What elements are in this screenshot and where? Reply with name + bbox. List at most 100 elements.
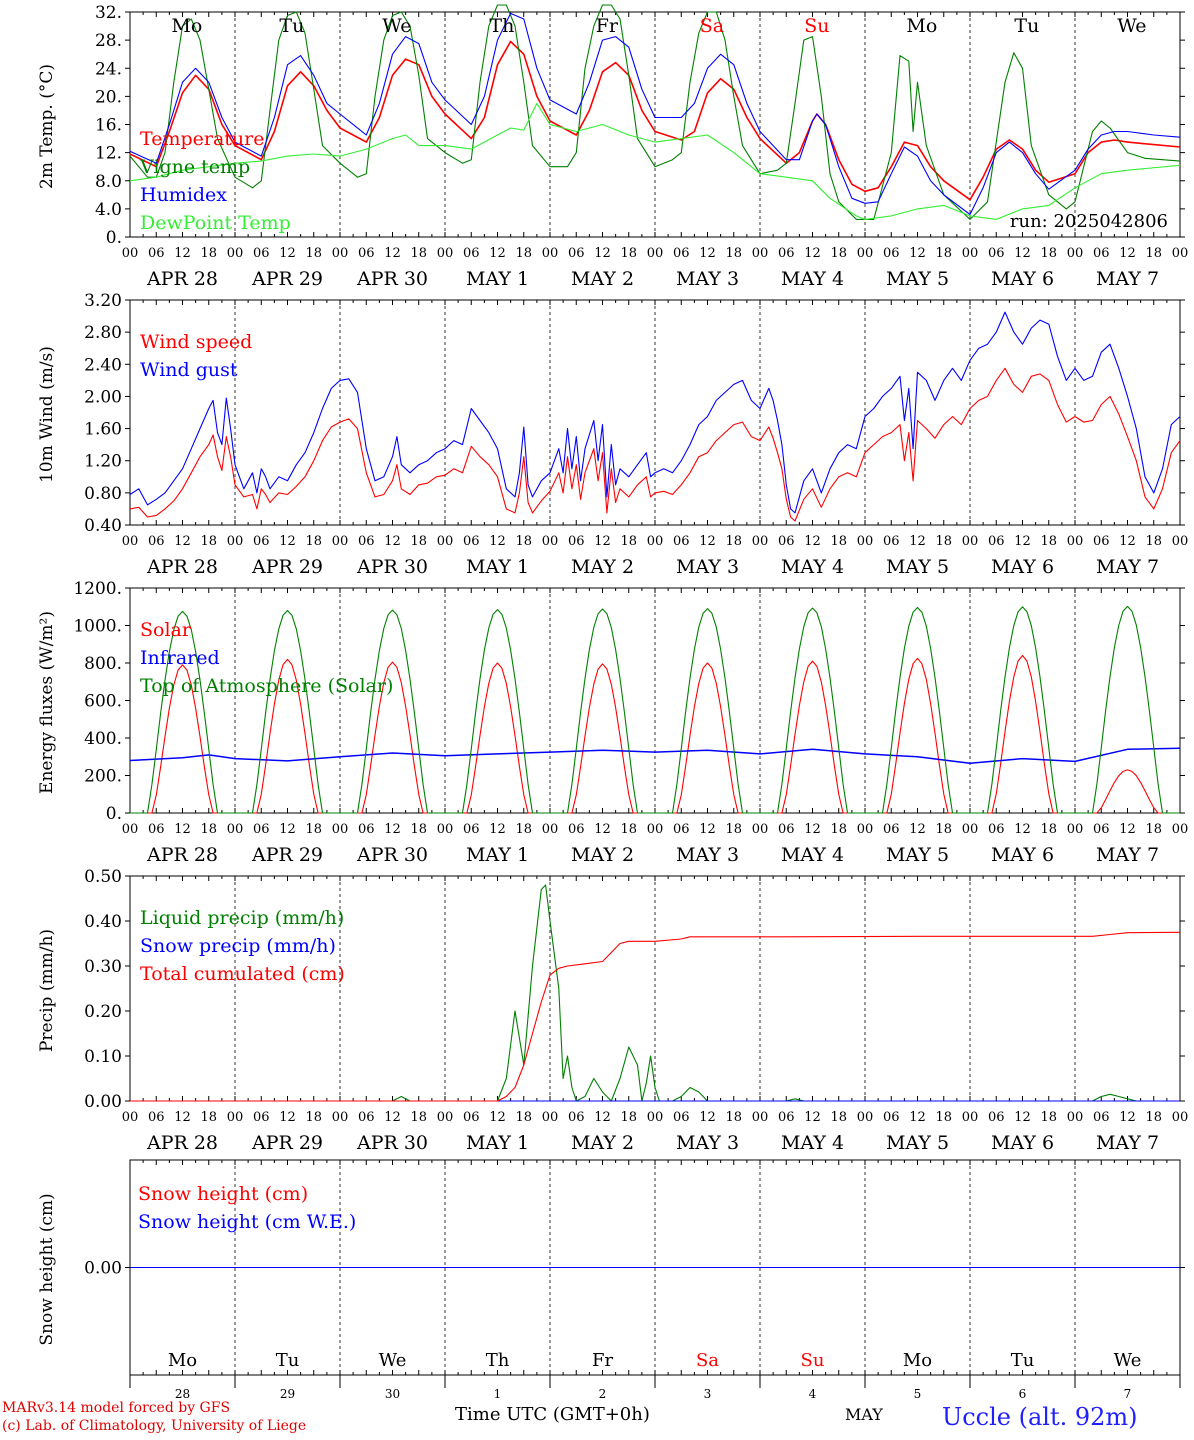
hour-label: 12 [699,246,716,261]
day-name: Tu [279,15,304,37]
hour-label: 00 [542,534,559,549]
hour-label: 12 [489,822,506,837]
y-tick-label: 28. [95,31,122,51]
hour-label: 18 [620,246,637,261]
run-label: run: 2025042806 [1010,211,1168,232]
date-label: APR 28 [146,1132,218,1154]
series-line-dewpoint-temp [129,102,1181,220]
date-label: MAY 1 [466,844,529,866]
hour-label: 12 [1014,822,1031,837]
y-axis-label: 2m Temp. (°C) [37,64,57,189]
bottom-day-name: Mo [168,1350,197,1371]
date-label: APR 30 [356,268,428,290]
hour-label: 12 [489,534,506,549]
date-label: MAY 4 [781,1132,844,1154]
hour-label: 12 [594,246,611,261]
hour-label: 00 [752,534,769,549]
y-tick-label: 0.00 [84,1092,122,1112]
hour-label: 00 [332,534,349,549]
hour-label: 18 [830,246,847,261]
date-label: APR 29 [251,556,323,578]
hour-label: 18 [410,534,427,549]
hour-label: 00 [962,1110,979,1125]
date-label: MAY 6 [991,844,1054,866]
hour-label: 18 [1040,534,1057,549]
hour-label: 06 [568,822,585,837]
panel-precip: 0.00 0.10 0.20 0.30 0.40 0.50 Precip (mm/h) 00 0… [37,867,1188,1154]
hour-label: 00 [752,822,769,837]
hour-label: 12 [1014,534,1031,549]
hour-label: 18 [935,534,952,549]
hour-label: 06 [148,1110,165,1125]
hour-label: 18 [515,246,532,261]
hour-label: 06 [883,1110,900,1125]
hour-label: 06 [568,1110,585,1125]
hour-label: 18 [620,822,637,837]
hour-label: 12 [174,246,191,261]
bottom-day-number: 29 [280,1387,295,1401]
hour-label: 18 [830,1110,847,1125]
y-tick-label: 1200. [73,579,122,599]
y-tick-label: 1.20 [84,452,122,472]
hour-label: 00 [437,822,454,837]
hour-label: 00 [542,822,559,837]
hour-label: 00 [1067,1110,1084,1125]
hour-label: 12 [1119,534,1136,549]
bottom-day-name: Fr [592,1350,613,1371]
hour-label: 18 [200,534,217,549]
hour-label: 06 [988,1110,1005,1125]
hour-label: 18 [410,246,427,261]
hour-label: 00 [1172,246,1189,261]
y-tick-label: 0.40 [84,912,122,932]
hour-label: 12 [594,1110,611,1125]
hour-label: 12 [1014,246,1031,261]
date-label: MAY 5 [886,1132,949,1154]
y-tick-label: 16. [95,116,122,136]
hour-label: 12 [279,1110,296,1125]
date-label: MAY 3 [676,844,739,866]
hour-label: 06 [673,1110,690,1125]
series-line-vigne-temp [129,4,1181,220]
hour-label: 06 [1093,1110,1110,1125]
hour-label: 18 [1040,1110,1057,1125]
date-label: MAY 7 [1096,556,1159,578]
date-label: APR 30 [356,556,428,578]
hour-label: 06 [148,246,165,261]
bottom-day-name: Tu [1011,1350,1035,1371]
y-tick-label: 0.20 [84,1002,122,1022]
date-label: MAY 6 [991,1132,1054,1154]
hour-label: 00 [962,534,979,549]
hour-label: 18 [200,822,217,837]
hour-label: 18 [725,822,742,837]
hour-label: 06 [253,1110,270,1125]
hour-label: 06 [463,1110,480,1125]
day-name: Mo [171,15,202,37]
date-label: MAY 6 [991,556,1054,578]
legend-entry: Liquid precip (mm/h) [140,907,344,929]
hour-label: 00 [1067,822,1084,837]
hour-label: 06 [988,822,1005,837]
date-label: APR 28 [146,844,218,866]
hour-label: 12 [174,1110,191,1125]
y-tick-label: 8.0 [95,172,122,192]
hour-label: 00 [542,1110,559,1125]
hour-label: 12 [699,534,716,549]
hour-label: 00 [227,534,244,549]
legend-entry: Solar [140,619,192,641]
hour-label: 00 [332,822,349,837]
hour-label: 06 [1093,246,1110,261]
y-tick-label: 32. [95,3,122,23]
hour-label: 00 [647,246,664,261]
y-tick-label: 0.50 [84,867,122,887]
date-label: MAY 3 [676,556,739,578]
hour-label: 18 [620,1110,637,1125]
legend-entry: Total cumulated (cm) [140,963,345,985]
hour-label: 06 [253,534,270,549]
y-tick-label: 0.00 [84,1259,122,1279]
series-line-top-of-atmosphere-solar- [130,605,1180,814]
date-label: MAY 5 [886,844,949,866]
legend-entry: DewPoint Temp [140,212,291,234]
date-label: MAY 4 [781,268,844,290]
hour-label: 06 [673,534,690,549]
